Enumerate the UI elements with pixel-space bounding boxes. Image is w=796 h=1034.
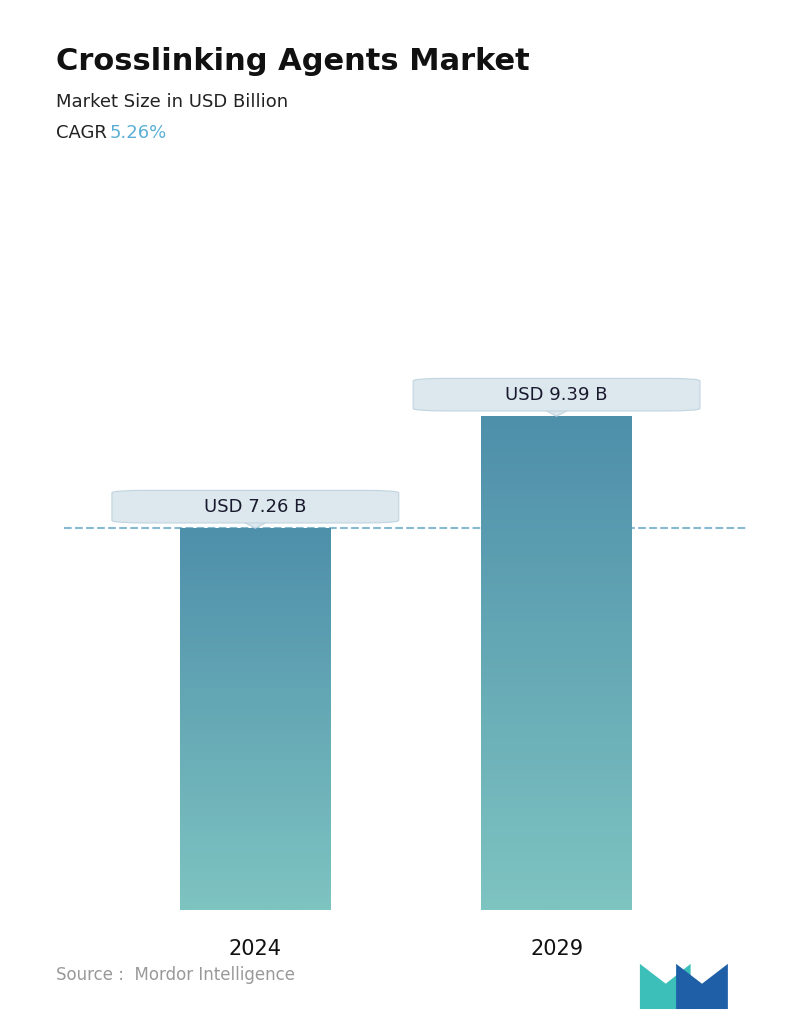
Text: Crosslinking Agents Market: Crosslinking Agents Market [56,47,529,75]
Text: CAGR: CAGR [56,124,112,142]
Text: 5.26%: 5.26% [110,124,167,142]
Polygon shape [240,520,271,528]
FancyBboxPatch shape [112,490,399,523]
Polygon shape [640,964,691,1009]
Polygon shape [676,964,728,1009]
Text: 2024: 2024 [229,939,282,959]
Text: Source :  Mordor Intelligence: Source : Mordor Intelligence [56,967,295,984]
Text: 2029: 2029 [530,939,583,959]
Text: USD 7.26 B: USD 7.26 B [204,497,306,516]
Text: Market Size in USD Billion: Market Size in USD Billion [56,93,288,111]
Text: USD 9.39 B: USD 9.39 B [505,386,608,403]
Polygon shape [541,408,572,417]
FancyBboxPatch shape [413,378,700,410]
